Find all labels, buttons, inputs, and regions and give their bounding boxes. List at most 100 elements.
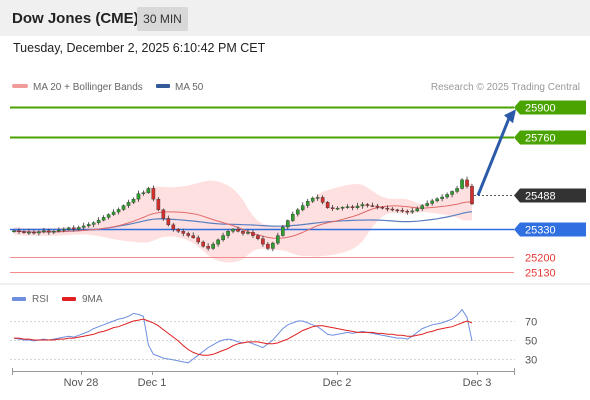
candle-body [410,210,415,213]
candle-body [236,228,240,232]
candlesticks [12,176,474,252]
candle-body [71,227,76,230]
candle-body [86,224,91,227]
candle-body [116,209,121,213]
forecast-arrow [476,109,516,196]
forecast-arrow-shaft [476,117,511,196]
candle-body [96,219,101,223]
candle-body [101,217,106,221]
candle-body [37,231,41,234]
moving-averages [13,201,473,239]
bollinger-band-area [14,180,472,263]
candle-body [181,231,186,234]
candle-body [355,205,360,208]
candle-body [12,230,16,233]
candle-body [57,230,61,232]
candle-body [370,205,375,207]
timestamp: Tuesday, December 2, 2025 6:10:42 PM CET [13,41,266,55]
candle-body [445,194,449,198]
candle-body [136,193,141,200]
candle-body [246,232,250,234]
candle-body [211,243,215,249]
candle-body [111,211,116,215]
candle-body [395,209,400,212]
candle-body [156,198,161,211]
candle-body [365,204,370,206]
rsi-legend-label: RSI [32,294,49,305]
candle-body [66,227,71,230]
candle-body [430,200,434,204]
candle-body [415,208,420,212]
candle-body [131,198,136,203]
candle-body [360,204,365,207]
rsi-tick-50: 50 [525,336,537,348]
time-tick-label-3: Dec 3 [463,377,492,389]
candle-body [310,197,315,202]
forecast-arrow-head [504,109,516,124]
level-tag-25900 [514,100,586,115]
candle-body [276,235,280,244]
rsi-tick-70: 70 [525,317,537,329]
candle-body [226,231,230,236]
timeframe-badge[interactable]: 30 MIN [137,7,188,31]
candle-body [345,206,350,208]
candle-body [465,179,469,187]
candle-body [261,238,265,245]
candle-body [191,235,196,238]
level-tag-25760 [514,130,586,145]
price-levels [10,106,514,273]
candle-body [380,207,385,209]
level-label-25760: 25760 [525,133,556,145]
candle-body [171,224,176,230]
candle-body [121,205,126,210]
candle-body [231,228,235,232]
level-label-25130: 25130 [525,268,556,280]
candle-body [271,242,275,249]
candle-body [325,202,330,208]
rsi-legend-swatch [12,297,26,301]
candle-body [206,246,210,249]
candle-body [390,208,395,211]
candle-body [141,192,146,194]
candle-body [300,205,305,211]
candle-body [290,213,295,221]
bollinger-bands [14,180,472,263]
candle-body [32,231,36,234]
time-tick-label-0: Nov 28 [64,377,99,389]
rsi-ma-legend-swatch [62,297,76,301]
candle-body [42,230,46,233]
candle-body [440,196,444,199]
candle-body [201,241,205,247]
title-bar: Dow Jones (CME) 30 MIN [0,0,590,36]
candle-body [425,203,429,206]
rsi-panel: 70 50 30 [10,308,537,367]
candle-body [76,227,81,230]
candle-body [420,205,425,209]
candle-body [81,225,86,228]
candle-body [256,235,260,239]
candle-body [266,243,270,249]
candle-body [17,230,21,233]
candle-body [166,218,171,226]
ma20-legend-swatch [12,84,28,88]
candle-body [405,210,410,213]
candle-body [320,197,325,203]
candle-body [106,214,111,218]
time-tick-label-2: Dec 2 [323,377,352,389]
candle-body [281,226,285,236]
candle-body [455,188,459,192]
rsi-series-9MA [14,318,473,356]
candle-body [460,179,464,189]
candle-body [27,231,31,234]
candle-body [161,209,166,219]
candle-body [186,233,191,236]
candle-body [400,210,405,212]
candle-body [435,198,439,202]
candle-body [286,220,290,228]
copyright-text: Research © 2025 Trading Central [431,82,580,93]
level-label-25488: 25488 [525,191,556,203]
rsi-ma-legend-label: 9MA [82,294,103,305]
time-tick-label-1: Dec 1 [138,377,167,389]
